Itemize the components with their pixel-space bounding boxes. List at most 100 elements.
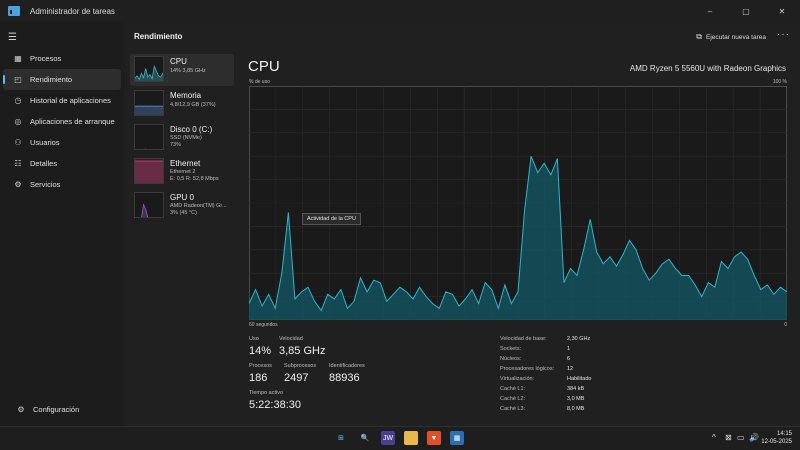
cpu-thumbnail xyxy=(134,56,164,82)
perf-item-detail: AMD Radeon(TM) Gr... xyxy=(170,203,227,209)
perf-item-name: CPU xyxy=(170,57,187,66)
sidebar-item-label: Servicios xyxy=(30,180,61,189)
sidebar-item-label: Aplicaciones de arranque xyxy=(30,117,115,126)
spec-key: Caché L1: xyxy=(500,386,526,392)
run-task-label: Ejecutar nueva tarea xyxy=(706,33,766,41)
brave-browser-icon[interactable]: ▼ xyxy=(427,431,441,445)
sidebar-item-historial[interactable]: ◷ Historial de aplicaciones xyxy=(3,90,121,111)
threads-label: Subprocesos xyxy=(284,363,317,369)
memory-thumbnail xyxy=(134,90,164,116)
sidebar-item-arranque[interactable]: ◎ Aplicaciones de arranque xyxy=(3,111,121,132)
cpu-usage-line xyxy=(249,156,787,312)
perf-item-gpu[interactable]: GPU 0 AMD Radeon(TM) Gr... 3% (45 °C) xyxy=(130,190,234,222)
users-icon: ⚇ xyxy=(14,138,22,147)
cpu-activity-tooltip: Actividad de la CPU xyxy=(302,213,361,225)
thumbnail-area xyxy=(135,149,164,150)
thumbnail-line xyxy=(135,64,163,81)
spec-key: Sockets: xyxy=(500,346,522,352)
spec-key: Procesadores lógicos: xyxy=(500,366,555,372)
perf-item-name: GPU 0 xyxy=(170,193,195,202)
sidebar-item-usuarios[interactable]: ⚇ Usuarios xyxy=(3,132,121,153)
clock-time: 14:15 xyxy=(776,431,792,437)
perf-item-disco[interactable]: Disco 0 (C:) SSD (NVMe) 73% xyxy=(130,122,234,154)
usage-label: Uso xyxy=(249,336,259,342)
perf-item-detail: SSD (NVMe) xyxy=(170,135,202,141)
grid-icon: ▦ xyxy=(14,54,22,63)
clock[interactable]: 14:15 12-05-2025 xyxy=(761,430,792,446)
spec-value: 6 xyxy=(567,356,571,362)
ethernet-thumbnail xyxy=(134,158,164,184)
perf-item-cpu[interactable]: CPU 14% 3,85 GHz xyxy=(130,54,234,86)
spec-key: Caché L3: xyxy=(500,406,526,412)
services-icon: ⚙ xyxy=(14,180,22,189)
cpu-heading: CPU xyxy=(248,58,280,75)
history-icon: ◷ xyxy=(14,96,22,105)
sidebar-item-detalles[interactable]: ☷ Detalles xyxy=(3,153,121,174)
sidebar-item-label: Rendimiento xyxy=(30,75,73,84)
usage-axis-label: % de uso xyxy=(249,79,270,85)
volume-icon[interactable]: 🔊 xyxy=(749,433,759,442)
clock-date: 12-05-2025 xyxy=(761,439,792,445)
sidebar-item-servicios[interactable]: ⚙ Servicios xyxy=(3,174,121,195)
spec-value: 3,0 MB xyxy=(567,396,585,402)
threads-value: 2497 xyxy=(284,372,309,384)
display-icon[interactable]: ▭ xyxy=(737,433,745,442)
handles-value: 88936 xyxy=(329,372,360,384)
search-icon[interactable]: 🔍 xyxy=(360,435,370,442)
hamburger-menu-icon[interactable]: ☰ xyxy=(8,32,17,43)
max-axis-label: 100 % xyxy=(772,79,787,85)
processes-label: Procesos xyxy=(249,363,272,369)
sidebar-item-configuracion[interactable]: ⚙ Configuración xyxy=(6,399,118,420)
perf-item-name: Memoria xyxy=(170,91,202,100)
minimize-button[interactable]: – xyxy=(707,6,713,16)
speed-value: 3,85 GHz xyxy=(279,345,326,357)
cpu-usage-graph xyxy=(249,86,787,320)
perf-item-detail: Ethernet 2 xyxy=(170,169,196,175)
sidebar-item-procesos[interactable]: ▦ Procesos xyxy=(3,48,121,69)
sidebar-item-label: Historial de aplicaciones xyxy=(30,96,111,105)
thumbnail-area xyxy=(135,66,163,81)
perf-item-ethernet[interactable]: Ethernet Ethernet 2 E: 0,5 R: 52,8 Mbps xyxy=(130,156,234,188)
details-icon: ☷ xyxy=(14,159,22,168)
uptime-value: 5:22:38:30 xyxy=(249,399,301,411)
jw-app-icon[interactable]: JW xyxy=(381,431,395,445)
sidebar-item-label: Configuración xyxy=(33,405,80,414)
file-explorer-icon[interactable]: ▬ xyxy=(404,431,418,445)
sidebar: ☰ ▦ Procesos ◰ Rendimiento ◷ Historial de a… xyxy=(0,22,124,426)
spec-value: 2,30 GHz xyxy=(567,336,591,342)
spec-key: Virtualización: xyxy=(500,376,535,382)
spec-value: 8,0 MB xyxy=(567,406,585,412)
spec-value: 1 xyxy=(567,346,571,352)
tray-overflow-icon[interactable]: ^ xyxy=(712,433,716,442)
windows-start-icon[interactable]: ⊞ xyxy=(338,435,344,442)
startup-icon: ◎ xyxy=(14,117,22,126)
perf-item-detail: 4,8/12,9 GB (37%) xyxy=(170,102,216,108)
spec-key: Velocidad de base: xyxy=(500,336,547,342)
close-button[interactable]: ✕ xyxy=(778,6,786,16)
performance-icon: ◰ xyxy=(14,75,22,84)
thumbnail-line xyxy=(145,148,147,149)
disk-thumbnail xyxy=(134,124,164,150)
perf-item-detail-2: 73% xyxy=(170,142,182,148)
spec-value: 12 xyxy=(567,366,574,372)
window-title: Administrador de tareas xyxy=(30,6,115,16)
perf-item-name: Disco 0 (C:) xyxy=(170,125,213,134)
run-new-task-button[interactable]: ⧉ Ejecutar nueva tarea xyxy=(696,32,766,42)
uptime-label: Tiempo activo xyxy=(249,390,284,396)
perf-item-memoria[interactable]: Memoria 4,8/12,9 GB (37%) xyxy=(130,88,234,120)
sidebar-item-label: Procesos xyxy=(30,54,62,63)
handles-label: Identificadores xyxy=(329,363,365,369)
thumbnail-area xyxy=(141,204,148,217)
cpu-usage-area xyxy=(249,156,787,320)
thumbnail-line xyxy=(141,203,149,217)
taskbar: ⊞ 🔍 JW ▬ ▼ ▦ ^ ⊠ ▭ 🔊 14:15 12-05-2025 xyxy=(0,426,800,450)
thumbnail-area xyxy=(135,106,163,115)
page-title: Rendimiento xyxy=(134,32,183,41)
sidebar-item-label: Usuarios xyxy=(30,138,60,147)
network-icon[interactable]: ⊠ xyxy=(725,433,732,442)
task-manager-icon[interactable]: ▦ xyxy=(450,431,464,445)
gpu-thumbnail xyxy=(134,192,164,218)
more-options-button[interactable]: ··· xyxy=(777,29,790,40)
sidebar-item-rendimiento[interactable]: ◰ Rendimiento xyxy=(3,69,121,90)
maximize-button[interactable]: ▢ xyxy=(742,6,750,16)
